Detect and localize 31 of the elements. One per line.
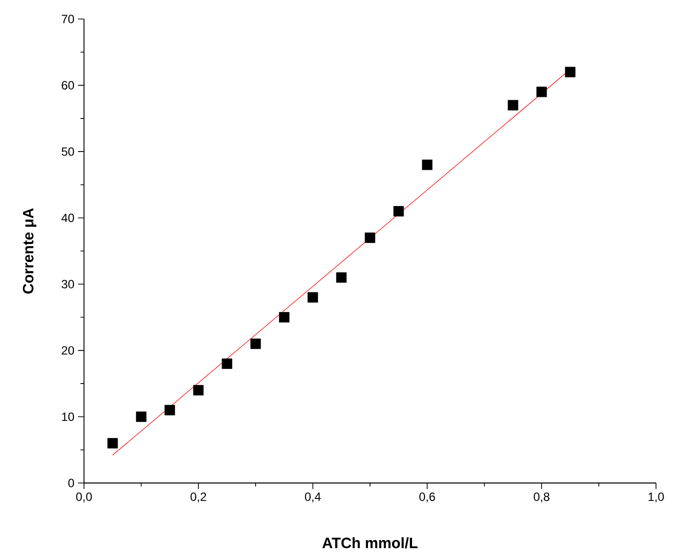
y-tick-label: 70 — [62, 14, 74, 24]
y-tick-label: 50 — [62, 147, 74, 156]
x-tick-label: 1,0 — [648, 492, 664, 502]
point — [565, 66, 576, 78]
y-tick-label: 30 — [62, 280, 74, 288]
point — [193, 385, 204, 396]
point — [136, 412, 146, 422]
x-tick-label: 0,0 — [76, 492, 92, 502]
point — [336, 272, 347, 283]
point — [364, 232, 376, 243]
point — [222, 358, 232, 369]
point — [250, 338, 261, 349]
point — [107, 438, 118, 448]
x-tick-label: 0,8 — [534, 492, 550, 502]
point — [393, 206, 404, 216]
point — [536, 86, 547, 98]
point — [279, 312, 290, 322]
point — [422, 160, 432, 170]
point — [508, 100, 518, 110]
x-axis-title: ATCh mmol/L — [322, 537, 418, 548]
point — [308, 292, 318, 303]
y-tick-label: 40 — [61, 214, 74, 222]
y-tick-label: 60 — [62, 81, 74, 90]
x-tick-label: 0,4 — [304, 492, 321, 502]
x-tick-label: 0,2 — [190, 492, 206, 502]
x-tick-label: 0,6 — [419, 492, 435, 502]
y-tick-label: 20 — [62, 346, 74, 355]
y-tick-label: 0 — [68, 478, 74, 488]
y-tick-label: 10 — [62, 412, 74, 421]
y-axis-title: Corrente μA — [22, 208, 36, 294]
point — [164, 404, 175, 416]
